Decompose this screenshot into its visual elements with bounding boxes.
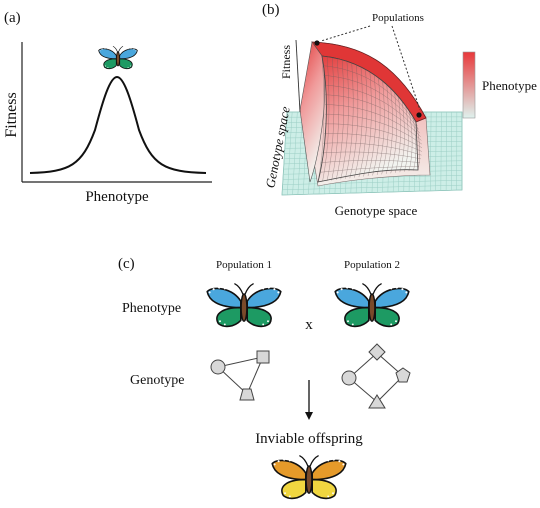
mesh-line bbox=[390, 92, 397, 174]
mesh-line bbox=[325, 114, 423, 145]
population-point-2 bbox=[416, 112, 422, 118]
pop1-label: Population 1 bbox=[216, 259, 272, 271]
mesh-line bbox=[376, 81, 385, 175]
annotation-line-1 bbox=[320, 25, 371, 42]
mesh-line bbox=[336, 59, 344, 180]
mesh-line bbox=[325, 104, 422, 141]
grid-line bbox=[281, 189, 463, 196]
mesh-line bbox=[408, 111, 413, 172]
pentagon-node-icon bbox=[395, 367, 411, 383]
pop1-butterfly-icon bbox=[206, 283, 282, 328]
butterfly-icon bbox=[98, 45, 138, 70]
mesh-line bbox=[324, 94, 421, 137]
panel-a-ylabel: Fitness bbox=[3, 92, 20, 137]
mesh-line bbox=[317, 55, 325, 183]
fitness-curve bbox=[29, 75, 207, 174]
circle-node-icon bbox=[210, 359, 226, 375]
mesh-line bbox=[349, 64, 359, 179]
mesh-line bbox=[331, 58, 340, 181]
panel-b-z-axis bbox=[295, 39, 301, 113]
pop2-genotype-network bbox=[341, 343, 411, 409]
panel-b-z-label: Fitness bbox=[279, 45, 293, 79]
square-node-icon bbox=[256, 350, 270, 364]
fitness-surface bbox=[317, 55, 419, 183]
mesh-line bbox=[345, 62, 354, 179]
mesh-line bbox=[363, 71, 372, 177]
mesh-line bbox=[367, 74, 376, 177]
grid-line bbox=[282, 180, 463, 185]
population-point-1 bbox=[314, 40, 320, 46]
mesh-line bbox=[323, 142, 422, 156]
annotation-line-2 bbox=[391, 25, 421, 111]
mesh-line bbox=[324, 133, 422, 152]
mesh-line bbox=[372, 77, 381, 176]
mesh-line bbox=[324, 123, 423, 148]
result-label: Inviable offspring bbox=[255, 431, 363, 447]
mesh-line bbox=[322, 151, 421, 160]
panel-c-tag: (c) bbox=[118, 256, 135, 272]
panel-a-xlabel: Phenotype bbox=[85, 189, 149, 205]
offspring-butterfly-icon bbox=[271, 455, 347, 500]
mesh-line bbox=[319, 166, 420, 173]
down-arrow-icon bbox=[305, 380, 313, 420]
trapezoid-node-icon bbox=[239, 388, 255, 401]
mesh-line bbox=[354, 66, 363, 178]
phenotype-row-label: Phenotype bbox=[122, 301, 181, 316]
panel-b-x-label: Genotype space bbox=[335, 203, 418, 218]
panel-a: (a) Fitness Phenotype bbox=[3, 10, 212, 205]
surface-mesh bbox=[317, 55, 423, 183]
panel-c: (c) Population 1 Population 2 Phenotype … bbox=[118, 256, 411, 500]
phenotype-colorbar bbox=[462, 51, 476, 119]
mesh-line bbox=[322, 65, 418, 126]
grid-line bbox=[282, 184, 463, 191]
circle-node-icon bbox=[341, 370, 357, 386]
mesh-line bbox=[322, 56, 330, 182]
mesh-line bbox=[358, 69, 368, 178]
mesh-line bbox=[324, 84, 420, 134]
populations-annotation: Populations bbox=[372, 12, 424, 24]
mesh-line bbox=[415, 121, 420, 171]
pop1-genotype-network bbox=[210, 350, 270, 401]
colorbar-label: Phenotype bbox=[482, 78, 537, 93]
diamond-node-icon bbox=[368, 343, 386, 361]
panel-a-tag: (a) bbox=[4, 10, 21, 26]
mesh-line bbox=[340, 61, 349, 180]
mesh-line bbox=[386, 88, 393, 174]
mesh-line bbox=[326, 57, 335, 181]
genotype-row-label: Genotype bbox=[130, 373, 184, 388]
pop2-label: Population 2 bbox=[344, 259, 400, 271]
pop2-butterfly-icon bbox=[334, 283, 410, 328]
mesh-line bbox=[323, 75, 419, 130]
mesh-line bbox=[320, 160, 421, 163]
cross-symbol: x bbox=[305, 317, 313, 333]
mesh-line bbox=[412, 116, 417, 171]
mesh-line bbox=[381, 84, 389, 175]
triangle-node-icon bbox=[368, 394, 386, 409]
panel-b-tag: (b) bbox=[262, 2, 280, 18]
panel-b: (b) Fitness Genotype space Genotype spac… bbox=[262, 2, 537, 218]
